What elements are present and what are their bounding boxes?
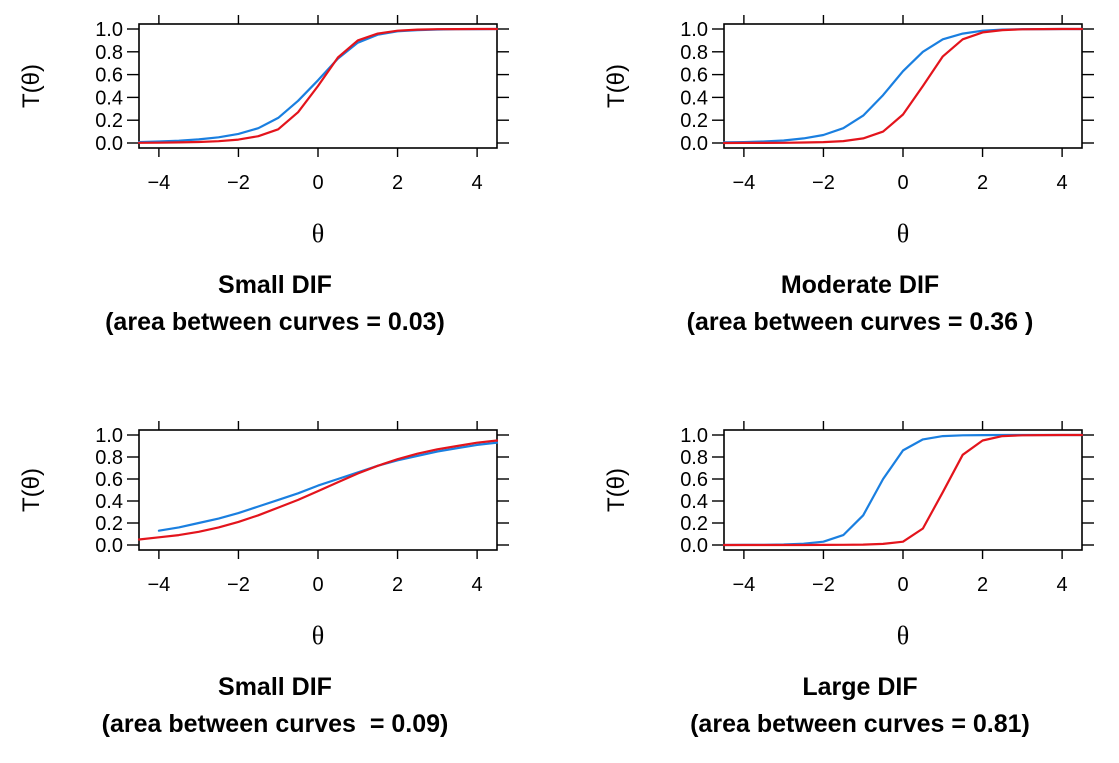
x-tick-label: 4 (472, 172, 483, 194)
x-tick-label: −2 (812, 574, 835, 596)
x-tick-label: −4 (732, 172, 755, 194)
y-tick-label: 0.0 (95, 133, 123, 155)
y-tick-label: 0.0 (95, 535, 123, 557)
y-tick-label: 1.0 (95, 19, 123, 41)
x-tick-label: 0 (312, 172, 323, 194)
panel-subtitle: (area between curves = 0.81) (690, 710, 1030, 738)
panel-title: Small DIF (218, 673, 332, 701)
series-line-2 (722, 27, 1084, 145)
x-tick-label: −2 (227, 574, 250, 596)
y-tick-label: 0.2 (680, 513, 708, 535)
panel-title: Small DIF (218, 271, 332, 299)
y-tick-label: 0.4 (95, 87, 123, 109)
x-tick-label: 0 (897, 574, 908, 596)
y-tick-label: 0.8 (95, 447, 123, 469)
y-tick-label: 0.8 (680, 447, 708, 469)
chart-panel-2: −4 −2 0 2 4 0.00.20.40.60.81.0 θ T(θ) Moderate D… (603, 15, 1094, 336)
series-line-1 (722, 433, 1084, 547)
panel-title: Large DIF (802, 673, 917, 701)
x-tick-label: −2 (227, 172, 250, 194)
y-tick-label: 0.6 (680, 469, 708, 491)
series-line-2 (722, 433, 1084, 547)
chart-panel-1: −4 −2 0 2 4 0.00.20.40.60.81.0 θ T(θ) Small DIF (… (18, 15, 509, 336)
x-axis-label: θ (897, 621, 909, 650)
y-axis-label: T(θ) (603, 64, 630, 108)
y-tick-label: 1.0 (680, 425, 708, 447)
y-tick-label: 0.4 (680, 87, 708, 109)
y-tick-label: 0.8 (680, 42, 708, 64)
y-axis-label: T(θ) (18, 468, 45, 512)
y-axis-label: T(θ) (603, 468, 630, 512)
plot-frame (723, 23, 1083, 149)
x-tick-label: 2 (977, 574, 988, 596)
y-tick-label: 1.0 (680, 19, 708, 41)
x-tick-label: 2 (977, 172, 988, 194)
x-tick-label: 4 (472, 574, 483, 596)
y-tick-label: 0.0 (680, 133, 708, 155)
series-line-1 (157, 441, 499, 532)
x-tick-label: 2 (392, 574, 403, 596)
y-tick-label: 0.6 (95, 469, 123, 491)
x-axis-label: θ (312, 621, 324, 650)
x-tick-label: 0 (312, 574, 323, 596)
series-line-2 (137, 439, 499, 541)
y-tick-label: 0.8 (95, 42, 123, 64)
y-tick-label: 0.4 (680, 491, 708, 513)
x-tick-label: 4 (1057, 172, 1068, 194)
y-tick-label: 0.2 (680, 110, 708, 132)
series-line-1 (722, 27, 1084, 144)
x-tick-label: −4 (147, 172, 170, 194)
panel-title: Moderate DIF (781, 271, 939, 299)
x-axis-label: θ (312, 219, 324, 248)
y-tick-label: 0.4 (95, 491, 123, 513)
y-tick-label: 1.0 (95, 425, 123, 447)
y-tick-label: 0.2 (95, 513, 123, 535)
series-line-2 (137, 27, 499, 144)
chart-panel-4: −4 −2 0 2 4 0.00.20.40.60.81.0 θ T(θ) Large DIF (… (603, 421, 1094, 738)
y-tick-label: 0.6 (680, 65, 708, 87)
panel-subtitle: (area between curves = 0.36 ) (687, 308, 1034, 336)
x-tick-label: −4 (147, 574, 170, 596)
chart-panel-3: −4 −2 0 2 4 0.00.20.40.60.81.0 θ T(θ) Small DIF (… (18, 421, 509, 738)
x-tick-label: 2 (392, 172, 403, 194)
x-tick-label: 4 (1057, 574, 1068, 596)
y-tick-label: 0.2 (95, 110, 123, 132)
x-axis-label: θ (897, 219, 909, 248)
y-axis-label: T(θ) (18, 64, 45, 108)
panel-subtitle: (area between curves = 0.09) (102, 710, 449, 738)
panel-subtitle: (area between curves = 0.03) (105, 308, 445, 336)
y-tick-label: 0.6 (95, 65, 123, 87)
x-tick-label: −2 (812, 172, 835, 194)
plot-frame (723, 429, 1083, 551)
y-tick-label: 0.0 (680, 535, 708, 557)
x-tick-label: −4 (732, 574, 755, 596)
x-tick-label: 0 (897, 172, 908, 194)
